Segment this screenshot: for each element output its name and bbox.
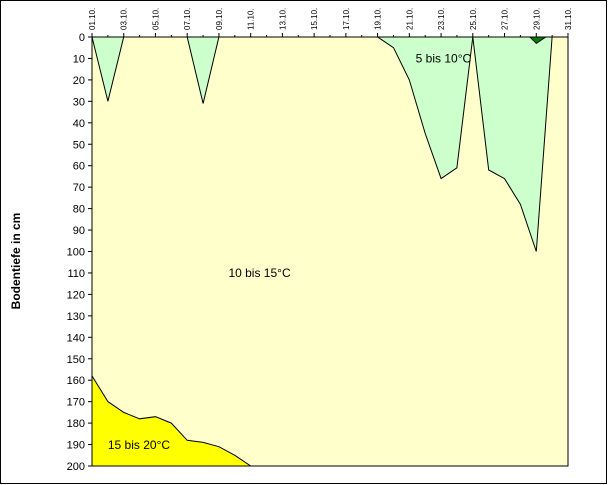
- y-axis: 0 10 20 30 40 50 60 70 80 90 100 110 120 130 140 150 160…: [67, 32, 92, 473]
- y-tick-label-100: 100: [67, 247, 85, 259]
- y-tick-label-60: 60: [73, 161, 85, 173]
- y-tick-label-90: 90: [73, 225, 85, 237]
- x-tick-label-13-10: 13.10.: [278, 8, 287, 30]
- region-labels: 5 bis 10°C 10 bis 15°C 15 bis 20°C: [108, 52, 472, 452]
- x-axis: 01.10. 03.10. 05.10. 07.10. 09.10. 11.10. 13.1…: [88, 8, 573, 37]
- y-tick-label-180: 180: [67, 418, 85, 430]
- x-tick-label-19-10: 19.10.: [374, 8, 383, 30]
- y-tick-label-130: 130: [67, 311, 85, 323]
- x-tick-label-05-10: 05.10.: [151, 8, 160, 30]
- y-tick-label-110: 110: [67, 268, 85, 280]
- x-tick-label-03-10: 03.10.: [120, 8, 129, 30]
- label-5-bis-10-c: 5 bis 10°C: [416, 52, 472, 66]
- x-tick-label-29-10: 29.10.: [532, 8, 541, 30]
- y-tick-label-80: 80: [73, 204, 85, 216]
- y-tick-label-190: 190: [67, 440, 85, 452]
- x-tick-label-11-10: 11.10.: [247, 8, 256, 30]
- y-tick-label-200: 200: [67, 461, 85, 473]
- x-tick-label-25-10: 25.10.: [469, 8, 478, 30]
- x-tick-label-31-10: 31.10.: [564, 8, 573, 30]
- x-tick-label-09-10: 09.10.: [215, 8, 224, 30]
- x-tick-label-17-10: 17.10.: [342, 8, 351, 30]
- y-tick-label-20: 20: [73, 75, 85, 87]
- y-tick-label-70: 70: [73, 182, 85, 194]
- x-tick-label-15-10: 15.10.: [310, 8, 319, 30]
- y-tick-label-140: 140: [67, 332, 85, 344]
- y-tick-label-170: 170: [67, 397, 85, 409]
- y-tick-label-160: 160: [67, 375, 85, 387]
- y-tick-label-10: 10: [73, 53, 85, 65]
- y-tick-label-0: 0: [79, 32, 85, 44]
- x-tick-label-07-10: 07.10.: [183, 8, 192, 30]
- y-tick-label-50: 50: [73, 139, 85, 151]
- y-tick-label-120: 120: [67, 289, 85, 301]
- x-tick-label-23-10: 23.10.: [437, 8, 446, 30]
- y-tick-label-150: 150: [67, 354, 85, 366]
- label-15-bis-20-c: 15 bis 20°C: [108, 438, 171, 452]
- region-5-bis-10-c-2: [375, 36, 474, 180]
- y-axis-label: Bodentiefe in cm: [9, 213, 23, 310]
- y-tick-label-30: 30: [73, 96, 85, 108]
- y-tick-label-40: 40: [73, 118, 85, 130]
- label-10-bis-15-c: 10 bis 15°C: [228, 266, 291, 280]
- x-tick-label-21-10: 21.10.: [405, 8, 414, 30]
- x-tick-label-01-10: 01.10.: [88, 8, 97, 30]
- x-tick-label-27-10: 27.10.: [501, 8, 510, 30]
